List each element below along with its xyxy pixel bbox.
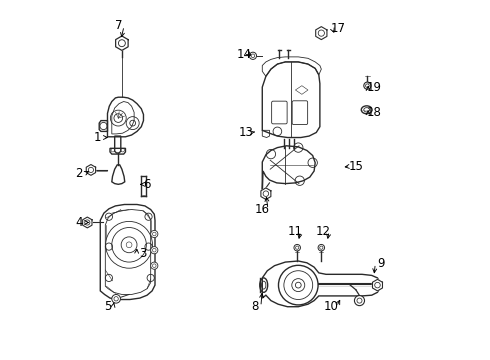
Text: 14: 14 (237, 48, 252, 61)
Text: 3: 3 (139, 247, 146, 260)
Text: 1: 1 (94, 131, 101, 144)
Text: 15: 15 (348, 160, 363, 173)
Polygon shape (261, 188, 271, 199)
Text: 10: 10 (323, 300, 338, 313)
Text: 4: 4 (75, 216, 82, 229)
Text: 17: 17 (330, 22, 345, 35)
Polygon shape (116, 36, 128, 50)
Circle shape (151, 262, 158, 269)
Circle shape (364, 82, 371, 89)
Circle shape (151, 247, 158, 254)
Text: 18: 18 (367, 106, 381, 119)
Text: 6: 6 (144, 178, 151, 191)
Text: 5: 5 (104, 300, 111, 312)
Text: 13: 13 (238, 126, 253, 139)
Polygon shape (83, 217, 92, 228)
Circle shape (318, 244, 324, 251)
Circle shape (354, 296, 365, 306)
Text: 8: 8 (251, 300, 259, 313)
Text: 19: 19 (367, 81, 381, 94)
Text: 12: 12 (316, 225, 331, 238)
Text: 2: 2 (75, 167, 82, 180)
Text: 9: 9 (377, 257, 385, 270)
Polygon shape (86, 165, 96, 175)
Polygon shape (316, 27, 327, 40)
Text: 7: 7 (115, 19, 122, 32)
Text: 11: 11 (287, 225, 302, 238)
Polygon shape (372, 279, 383, 291)
Circle shape (151, 230, 158, 238)
Circle shape (294, 244, 300, 251)
Text: 16: 16 (255, 203, 270, 216)
Circle shape (249, 52, 257, 59)
Circle shape (112, 294, 121, 303)
